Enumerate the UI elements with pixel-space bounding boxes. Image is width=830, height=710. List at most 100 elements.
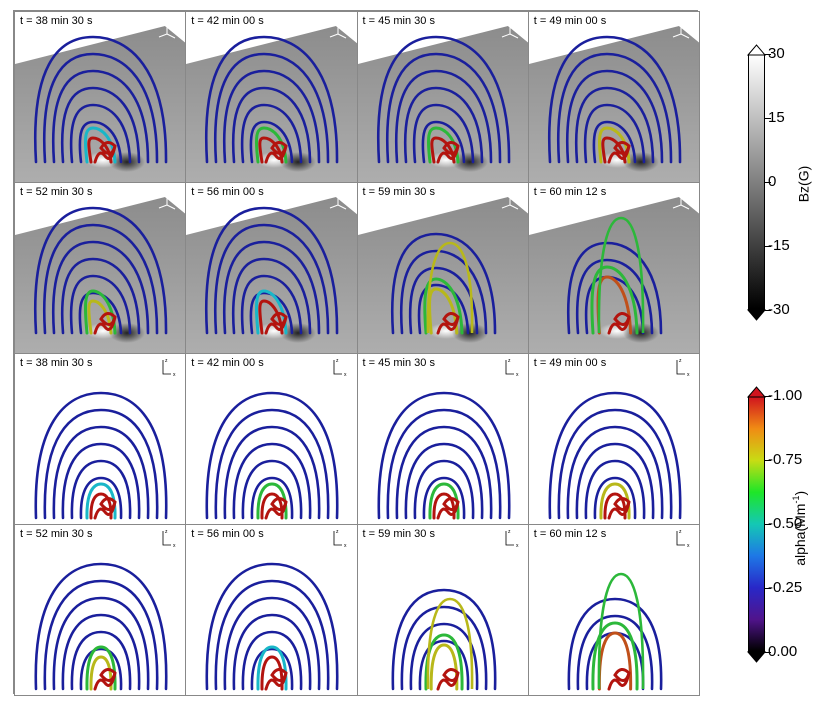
flux-rope-core	[436, 668, 460, 691]
field-line-blue	[249, 120, 294, 164]
svg-text:x: x	[516, 543, 519, 549]
field-line-twisted	[258, 299, 284, 335]
panel-time-label: t = 56 min 00 s	[191, 528, 264, 540]
bz-tick-mark	[765, 246, 771, 247]
field-line-blue	[412, 103, 474, 164]
svg-text:x: x	[687, 543, 690, 549]
svg-text:z: z	[508, 529, 511, 535]
bz-tick-mark	[765, 54, 771, 55]
bz-colorbar-top-arrow	[747, 44, 766, 56]
field-line-blue	[79, 476, 123, 520]
field-line-blue	[42, 52, 159, 164]
panel-field-lines-render	[357, 12, 528, 182]
flux-rope-core	[93, 312, 117, 335]
field-line-twisted	[429, 136, 455, 164]
panel-field-lines-render: zx	[205, 358, 347, 520]
svg-text:x: x	[173, 543, 176, 549]
alpha-colorbar-label: alpha(Mm-1)	[791, 490, 808, 566]
panel-time-label: t = 59 min 30 s	[362, 528, 435, 540]
field-line-blue	[70, 630, 132, 691]
panel-time-label: t = 56 min 00 s	[191, 186, 264, 198]
panel-field-lines-render	[528, 183, 699, 353]
field-line-blue	[241, 630, 303, 691]
field-line-blue	[232, 613, 312, 691]
field-line-blue	[593, 476, 637, 520]
field-line-blue	[386, 408, 501, 520]
field-line-blue	[60, 86, 141, 164]
alpha-tick-mark	[765, 396, 771, 397]
panel-field-lines-render	[528, 12, 699, 182]
field-line-blue	[399, 249, 487, 335]
panel-3d-1: t = 38 min 30 s	[14, 11, 187, 183]
field-line-twisted	[590, 265, 639, 335]
field-line-blue	[52, 596, 150, 691]
svg-text:z: z	[679, 358, 682, 364]
field-line-blue	[214, 52, 330, 164]
field-line-blue	[566, 425, 664, 520]
bz-tick-label: 15	[768, 109, 785, 126]
panel-time-label: t = 52 min 30 s	[20, 528, 93, 540]
field-line-twisted	[258, 136, 284, 164]
panel-field-lines-render: zx	[548, 358, 690, 520]
field-line-blue	[33, 35, 168, 164]
panel-3d-4: t = 49 min 00 s	[527, 11, 700, 183]
alpha-tick-mark	[765, 460, 771, 461]
field-line-blue	[557, 408, 673, 520]
field-line-blue	[567, 597, 663, 691]
axis-xz-icon	[505, 360, 514, 375]
panel-field-lines-render: zx	[205, 529, 347, 691]
flux-rope-core	[264, 668, 288, 691]
field-line-blue	[51, 240, 150, 335]
field-line-twisted	[87, 299, 113, 335]
field-line-twisted	[256, 645, 288, 691]
axis-triad-icon	[158, 195, 176, 210]
svg-text:z: z	[508, 358, 511, 364]
field-line-blue	[52, 425, 150, 520]
field-line-blue	[205, 391, 339, 520]
panel-time-label: t = 60 min 12 s	[533, 186, 607, 198]
flux-rope-core	[436, 141, 460, 164]
field-line-blue	[78, 291, 123, 335]
field-line-blue	[566, 241, 663, 335]
panel-field-lines-render: zx	[34, 529, 176, 691]
panel-time-label: t = 42 min 00 s	[191, 15, 264, 27]
panel-field-lines-render	[186, 12, 357, 182]
field-line-twisted	[85, 645, 117, 691]
field-line-blue	[376, 35, 510, 164]
axis-triad-icon	[158, 24, 176, 39]
field-line-twisted	[427, 287, 458, 335]
field-line-twisted	[431, 492, 456, 520]
field-line-twisted	[89, 655, 113, 691]
field-line-erupting	[426, 597, 473, 690]
svg-text:z: z	[165, 358, 168, 364]
field-line-blue	[400, 605, 487, 691]
svg-text:x: x	[516, 372, 519, 378]
field-line-blue	[421, 120, 465, 164]
axis-xz-icon	[333, 531, 343, 546]
field-line-blue	[232, 442, 312, 520]
panel-3d-8: t = 60 min 12 s	[527, 182, 700, 354]
field-line-blue	[583, 103, 646, 164]
bz-tick-label: -15	[768, 237, 790, 254]
field-line-blue	[556, 52, 673, 164]
field-line-blue	[214, 579, 330, 691]
field-line-blue	[34, 391, 168, 520]
field-line-twisted	[422, 277, 463, 335]
field-line-blue	[385, 52, 501, 164]
panel-time-label: t = 38 min 30 s	[20, 15, 93, 27]
bz-tick-mark	[765, 118, 771, 119]
field-line-twisted	[89, 492, 113, 520]
field-line-blue	[584, 459, 646, 520]
axis-xz-icon	[162, 360, 171, 375]
panel-3d-6: t = 56 min 00 s	[185, 182, 358, 354]
alpha-tick-label: -0.75	[768, 451, 803, 468]
bz-tick-label: -30	[768, 301, 790, 318]
field-line-blue	[249, 291, 294, 335]
alpha-tick-mark	[765, 524, 771, 525]
axis-triad-icon	[501, 195, 518, 210]
panel-time-label: t = 45 min 30 s	[362, 357, 435, 369]
panel-side-11: z x t = 45 min 30 s	[356, 353, 529, 525]
